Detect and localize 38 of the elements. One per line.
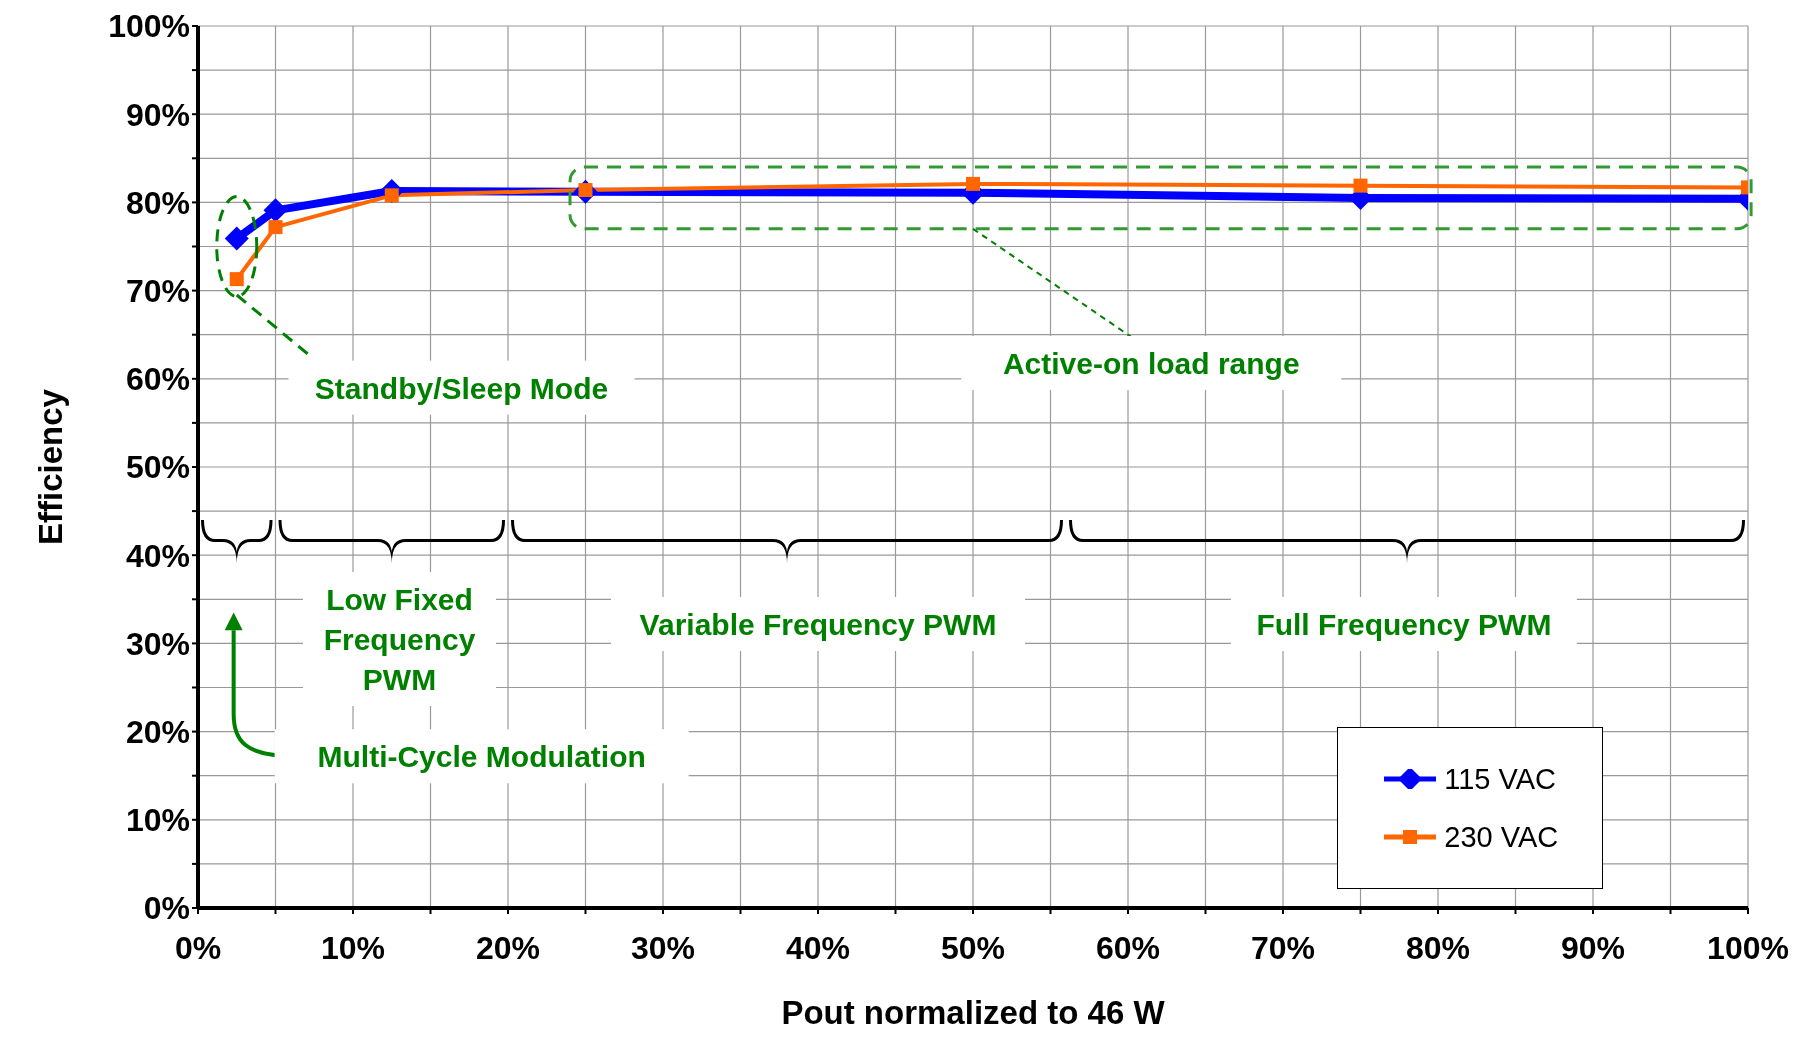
y-tick-label: 80%: [125, 184, 190, 221]
annotation: Multi-Cycle Modulation: [317, 739, 646, 773]
y-tick-label: 60%: [125, 361, 190, 398]
x-tick-label: 50%: [940, 929, 1006, 966]
annotation: Active-on load range: [1002, 346, 1300, 380]
x-tick-label: 20%: [475, 929, 541, 966]
point: [224, 226, 249, 251]
point: [229, 272, 244, 287]
y-tick-label: 20%: [125, 713, 190, 750]
legend-label: 115 VAC: [1444, 762, 1557, 796]
y-tick-label: 30%: [125, 625, 190, 662]
annotation: Low Fixed Frequency PWM: [323, 582, 476, 696]
x-tick-label: 30%: [630, 929, 696, 966]
x-tick-label: 10%: [320, 929, 386, 966]
point: [268, 220, 283, 235]
annotation: Full Frequency PWM: [1256, 607, 1552, 641]
point: [1353, 178, 1368, 193]
y-axis-title: Efficiency: [31, 388, 69, 545]
legend-label: 230 VAC: [1444, 820, 1559, 854]
y-tick-label: 10%: [125, 802, 190, 839]
x-tick-label: 70%: [1250, 929, 1316, 966]
y-tick-label: 90%: [125, 96, 190, 133]
x-tick-label: 80%: [1405, 929, 1471, 966]
x-axis-title: Pout normalized to 46 W: [781, 994, 1166, 1031]
x-tick-label: 60%: [1095, 929, 1161, 966]
y-tick-label: 50%: [125, 449, 190, 486]
x-tick-label: 0%: [174, 929, 222, 966]
y-tick-label: 0%: [143, 890, 190, 927]
y-tick-label: 70%: [125, 272, 190, 309]
y-tick-label: 40%: [125, 537, 190, 574]
annotation: Variable Frequency PWM: [639, 607, 997, 641]
point: [263, 198, 288, 223]
y-tick-label: 100%: [108, 8, 190, 45]
x-tick-label: 100%: [1707, 929, 1789, 966]
point: [966, 176, 980, 191]
annotation: Standby/Sleep Mode: [314, 371, 609, 405]
x-tick-label: 90%: [1560, 929, 1626, 966]
x-tick-label: 40%: [785, 929, 851, 966]
